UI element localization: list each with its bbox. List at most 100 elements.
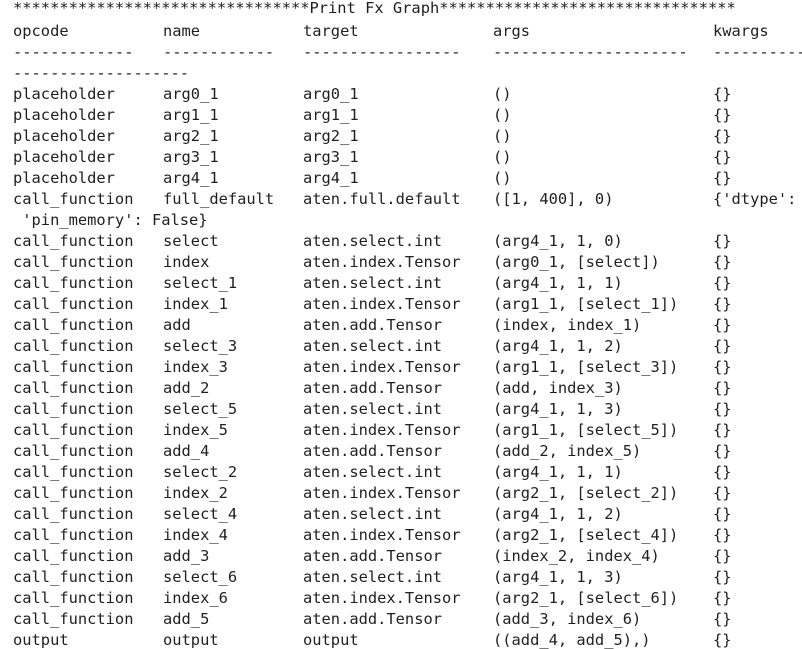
header-args: args bbox=[493, 22, 531, 40]
cell-opcode: call_function bbox=[13, 526, 134, 544]
cell-target: aten.full.default bbox=[303, 190, 461, 208]
cell-kwargs: {} bbox=[713, 253, 732, 271]
banner-line: ********************************Print Fx… bbox=[0, 0, 802, 21]
cell-name: index_2 bbox=[163, 484, 228, 502]
graph-row: placeholder arg4_1 arg4_1 () {} bbox=[0, 168, 802, 189]
cell-opcode: call_function bbox=[13, 400, 134, 418]
cell-target: aten.index.Tensor bbox=[303, 358, 461, 376]
cell-kwargs: {} bbox=[713, 568, 732, 586]
cell-opcode: call_function bbox=[13, 253, 134, 271]
graph-row: call_function index_2 aten.index.Tensor (ar… bbox=[0, 483, 802, 504]
cell-target: aten.add.Tensor bbox=[303, 610, 442, 628]
cell-kwargs: {} bbox=[713, 169, 732, 187]
cell-opcode: placeholder bbox=[13, 148, 115, 166]
cell-opcode: call_function bbox=[13, 505, 134, 523]
cell-target: arg2_1 bbox=[303, 127, 359, 145]
cell-args: (arg2_1, [select_2]) bbox=[493, 484, 679, 502]
cell-name: full_default bbox=[163, 190, 275, 208]
cell-opcode: placeholder bbox=[13, 106, 115, 124]
cell-opcode: call_function bbox=[13, 190, 134, 208]
cell-kwargs: {} bbox=[713, 442, 732, 460]
cell-name: select_5 bbox=[163, 400, 238, 418]
cell-target: arg1_1 bbox=[303, 106, 359, 124]
cell-name: arg4_1 bbox=[163, 169, 219, 187]
cell-name: select_2 bbox=[163, 463, 238, 481]
graph-row: call_function select_4 aten.select.int (arg… bbox=[0, 504, 802, 525]
cell-kwargs: {} bbox=[713, 589, 732, 607]
cell-kwargs: {} bbox=[713, 547, 732, 565]
cell-target: aten.add.Tensor bbox=[303, 316, 442, 334]
cell-target: aten.select.int bbox=[303, 274, 442, 292]
cell-args: (arg2_1, [select_4]) bbox=[493, 526, 679, 544]
cell-kwargs: {} bbox=[713, 421, 732, 439]
cell-opcode: call_function bbox=[13, 358, 134, 376]
graph-row: call_function index_1 aten.index.Tensor (ar… bbox=[0, 294, 802, 315]
cell-opcode: call_function bbox=[13, 547, 134, 565]
cell-opcode: output bbox=[13, 631, 69, 649]
cell-args: () bbox=[493, 127, 512, 145]
graph-row: placeholder arg3_1 arg3_1 () {} bbox=[0, 147, 802, 168]
cell-args: (arg4_1, 1, 2) bbox=[493, 505, 623, 523]
cell-args: () bbox=[493, 106, 512, 124]
cell-target: aten.select.int bbox=[303, 505, 442, 523]
cell-args: ([1, 400], 0) bbox=[493, 190, 614, 208]
cell-kwargs: {} bbox=[713, 358, 732, 376]
cell-name: add_2 bbox=[163, 379, 210, 397]
cell-target: aten.index.Tensor bbox=[303, 526, 461, 544]
cell-target: aten.select.int bbox=[303, 337, 442, 355]
cell-name: select_3 bbox=[163, 337, 238, 355]
cell-target: aten.index.Tensor bbox=[303, 589, 461, 607]
cell-target: aten.index.Tensor bbox=[303, 421, 461, 439]
cell-kwargs: {} bbox=[713, 85, 732, 103]
separator-args: --------------------- bbox=[493, 43, 688, 61]
cell-name: arg1_1 bbox=[163, 106, 219, 124]
graph-row: call_function index_3 aten.index.Tensor (ar… bbox=[0, 357, 802, 378]
cell-kwargs: {} bbox=[713, 526, 732, 544]
separator-row: ------------- ------------ -------------… bbox=[0, 42, 802, 63]
cell-name: index bbox=[163, 253, 210, 271]
cell-args: () bbox=[493, 85, 512, 103]
cell-args: (arg2_1, [select_6]) bbox=[493, 589, 679, 607]
separator-opcode: ------------- bbox=[13, 43, 134, 61]
cell-args: (arg1_1, [select_3]) bbox=[493, 358, 679, 376]
cell-kwargs-wrap: 'pin_memory': False} bbox=[13, 211, 208, 229]
cell-opcode: call_function bbox=[13, 589, 134, 607]
cell-args: (index, index_1) bbox=[493, 316, 642, 334]
cell-name: index_1 bbox=[163, 295, 228, 313]
cell-args: (arg4_1, 1, 0) bbox=[493, 232, 623, 250]
cell-args: ((add_4, add_5),) bbox=[493, 631, 651, 649]
cell-opcode: call_function bbox=[13, 295, 134, 313]
graph-row: output output output ((add_4, add_5),) {} bbox=[0, 630, 802, 649]
cell-target: aten.add.Tensor bbox=[303, 379, 442, 397]
cell-name: arg0_1 bbox=[163, 85, 219, 103]
cell-opcode: call_function bbox=[13, 568, 134, 586]
cell-name: add_4 bbox=[163, 442, 210, 460]
cell-name: add_5 bbox=[163, 610, 210, 628]
cell-opcode: call_function bbox=[13, 316, 134, 334]
cell-kwargs: {} bbox=[713, 127, 732, 145]
cell-target: aten.add.Tensor bbox=[303, 547, 442, 565]
cell-opcode: placeholder bbox=[13, 169, 115, 187]
cell-target: aten.index.Tensor bbox=[303, 295, 461, 313]
cell-name: select_6 bbox=[163, 568, 238, 586]
graph-row: call_function full_default aten.full.defau… bbox=[0, 189, 802, 210]
cell-opcode: call_function bbox=[13, 421, 134, 439]
cell-args: (arg4_1, 1, 3) bbox=[493, 400, 623, 418]
cell-args: (add_2, index_5) bbox=[493, 442, 642, 460]
cell-kwargs: {} bbox=[713, 337, 732, 355]
cell-args: (arg4_1, 1, 1) bbox=[493, 274, 623, 292]
cell-target: aten.select.int bbox=[303, 400, 442, 418]
cell-kwargs: {} bbox=[713, 316, 732, 334]
cell-args: () bbox=[493, 148, 512, 166]
cell-kwargs: {} bbox=[713, 400, 732, 418]
header-target: target bbox=[303, 22, 359, 40]
graph-rows: placeholder arg0_1 arg0_1 () {} placeholder ar… bbox=[0, 84, 802, 649]
graph-row: call_function index_5 aten.index.Tensor (ar… bbox=[0, 420, 802, 441]
graph-row: call_function index aten.index.Tensor (arg0… bbox=[0, 252, 802, 273]
graph-row: call_function add_2 aten.add.Tensor (add, i… bbox=[0, 378, 802, 399]
cell-target: aten.index.Tensor bbox=[303, 484, 461, 502]
cell-kwargs: {} bbox=[713, 631, 732, 649]
cell-name: add bbox=[163, 316, 191, 334]
cell-opcode: placeholder bbox=[13, 127, 115, 145]
